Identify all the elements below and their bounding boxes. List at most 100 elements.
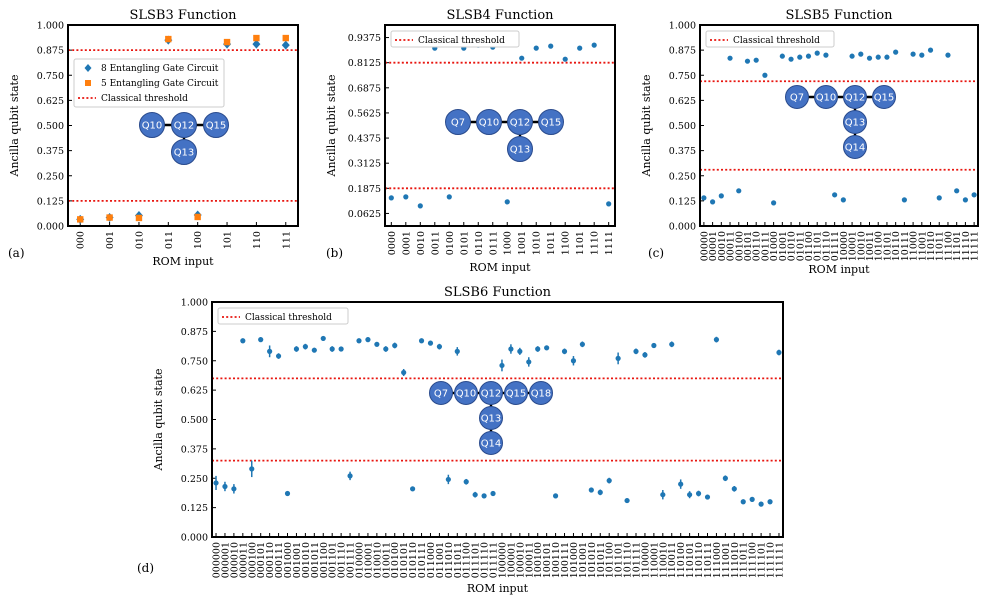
data-point: [417, 203, 423, 209]
x-tick-label: 011000: [426, 542, 437, 578]
x-tick-label: 001100: [319, 542, 330, 578]
x-tick-label: 0110: [474, 231, 485, 255]
panel-letter: (d): [137, 561, 154, 575]
data-point: [633, 348, 639, 354]
data-point: [561, 348, 568, 354]
data-point: [577, 45, 583, 51]
x-tick-label: 111010: [730, 542, 741, 578]
qubit-node: [843, 110, 867, 134]
x-tick-label: 101010: [587, 542, 598, 578]
data-point: [669, 341, 675, 347]
x-tick-label: 10010: [856, 231, 867, 261]
x-tick-label: 110111: [703, 542, 714, 578]
qubit-label: Q10: [816, 93, 837, 104]
qubit-label: Q13: [510, 145, 531, 156]
x-tick-label: 11010: [926, 231, 937, 261]
plot-frame: [384, 24, 616, 227]
x-tick-label: 100111: [560, 542, 571, 578]
data-point: [320, 335, 326, 342]
x-tick-label: 001101: [328, 542, 339, 578]
x-tick-label: 010: [134, 231, 145, 249]
data-point-5-gate: [194, 213, 201, 221]
qubit-label: Q12: [481, 389, 502, 400]
data-point: [936, 195, 942, 201]
data-point: [427, 340, 434, 346]
data-point: [776, 349, 782, 356]
x-tick-label: 00101: [743, 231, 754, 261]
data-point: [267, 348, 273, 354]
data-point: [562, 56, 568, 62]
data-point: [552, 493, 559, 499]
qubit-node: [814, 85, 838, 109]
data-point: [910, 51, 916, 57]
qubit-diagram: Q7 Q10 Q12 Q15 Q13: [445, 109, 564, 162]
x-axis-label: ROM input: [469, 261, 531, 274]
data-point: [971, 192, 977, 198]
data-point: [418, 338, 425, 344]
x-tick-label: 01110: [821, 231, 832, 261]
data-point: [858, 51, 864, 57]
legend-box: [390, 30, 520, 48]
legend-label: Classical threshold: [101, 94, 188, 104]
x-tick-label: 1001: [517, 231, 528, 255]
x-axis-label: ROM input: [152, 255, 214, 268]
data-point: [293, 346, 300, 352]
qubit-label: Q15: [206, 121, 227, 132]
x-tick-label: 001110: [337, 542, 348, 578]
y-tick-label: 0.3125: [348, 159, 381, 170]
data-point: [533, 45, 539, 51]
y-tick-label: 0.8125: [348, 58, 381, 69]
x-tick-label: 1101: [575, 231, 586, 255]
chart-title: SLSB3 Function: [129, 8, 237, 23]
data-point: [884, 54, 890, 60]
x-tick-label: 01010: [787, 231, 798, 261]
legend: Classical threshold: [217, 307, 349, 325]
x-tick-label: 010000: [354, 542, 365, 578]
data-point: [695, 490, 702, 497]
x-tick-label: 101101: [614, 542, 625, 578]
x-tick-label: 01111: [830, 231, 841, 261]
qubit-node: [843, 135, 867, 159]
x-tick-label: 0001: [401, 231, 412, 255]
qubit-node: [507, 109, 533, 135]
y-tick-label: 0.9375: [348, 33, 381, 44]
data-point: [374, 341, 380, 347]
data-point-8-gate: [281, 40, 290, 50]
x-tick-label: 11000: [909, 231, 920, 261]
data-point: [615, 355, 621, 361]
data-point: [713, 337, 720, 343]
chart-panel-1: SLSB3 Function 0.000 0.125 0.250 0.375 0.500 0…: [8, 8, 299, 268]
chart-panel-3: SLSB5 Function 0.000 0.125 0.250 0.375 0.500 0…: [640, 8, 981, 276]
legend-marker: [85, 80, 91, 86]
qubit-label: Q7: [434, 389, 448, 400]
x-tick-label: 111001: [721, 542, 732, 578]
data-point: [517, 348, 523, 354]
data-point: [762, 72, 768, 78]
x-tick-label: 111: [281, 231, 292, 249]
x-tick-label: 110100: [676, 542, 687, 578]
x-tick-label: 111111: [774, 542, 785, 578]
x-tick-label: 11110: [961, 231, 972, 261]
data-point: [779, 53, 785, 59]
data-point: [919, 52, 925, 58]
x-tick-label: 10001: [848, 231, 859, 261]
x-tick-label: 100001: [506, 542, 517, 578]
x-tick-label: 111000: [712, 542, 723, 578]
x-tick-label: 110110: [694, 542, 705, 578]
y-tick-label: 0.500: [669, 121, 696, 132]
data-point: [624, 497, 630, 504]
x-tick-label: 1110: [590, 231, 601, 255]
data-point: [249, 466, 255, 472]
x-tick-label: 001111: [346, 542, 357, 578]
data-point: [504, 199, 510, 205]
data-point: [284, 490, 291, 497]
x-tick-label: 00000: [699, 231, 710, 261]
panel-letter: (b): [326, 246, 343, 260]
y-tick-label: 0.625: [669, 96, 696, 107]
data-point: [893, 49, 899, 55]
data-point: [709, 199, 716, 205]
qubit-node: [872, 85, 896, 109]
chart-panel-2: SLSB4 Function 0.0625 0.1875 0.3125 0.4375 0.…: [325, 8, 616, 274]
y-tick-label: 0.000: [181, 533, 208, 544]
x-tick-label: 1011: [546, 231, 557, 255]
